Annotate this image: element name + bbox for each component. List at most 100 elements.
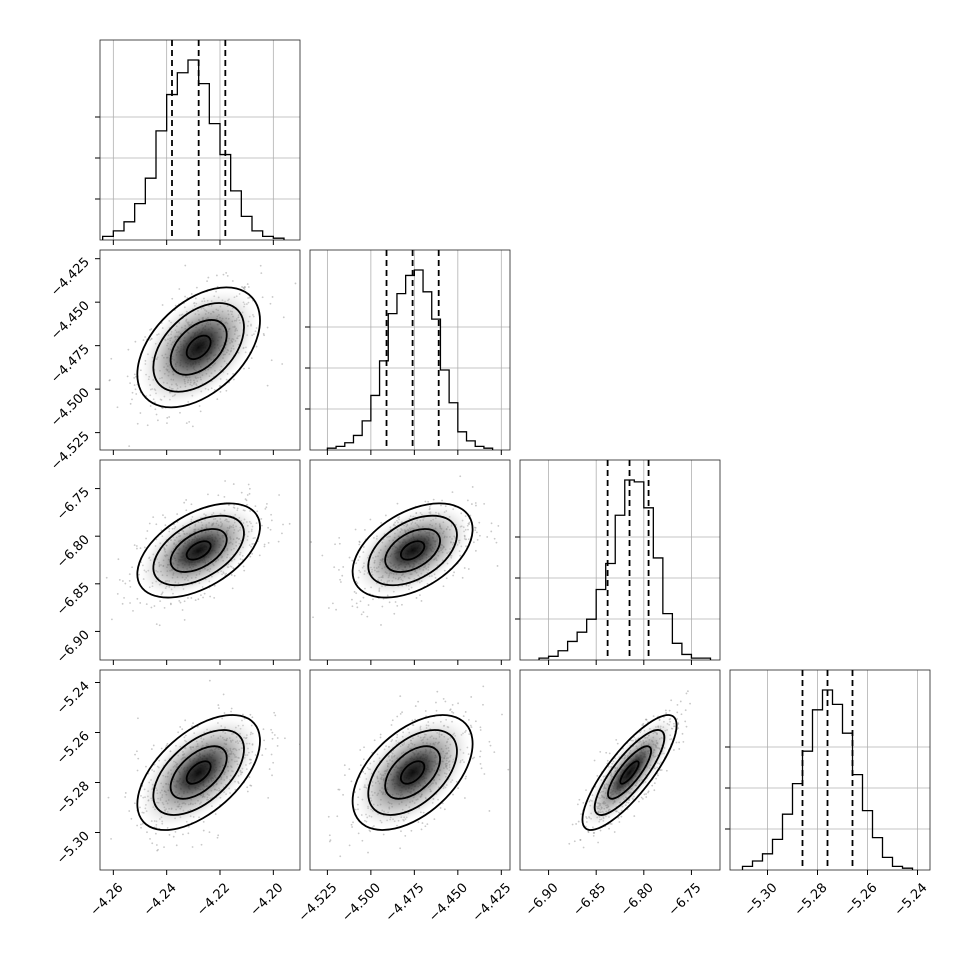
sample-point: [208, 679, 211, 682]
sample-point: [188, 420, 191, 423]
sample-point: [266, 326, 269, 329]
y-tick-label: −4.425: [48, 255, 93, 300]
sample-point: [471, 486, 474, 488]
sample-point: [599, 829, 602, 832]
sample-point: [578, 798, 581, 801]
sample-point: [248, 487, 251, 490]
sample-point: [482, 685, 485, 688]
hist-frame: [309, 249, 511, 451]
sample-point: [338, 542, 341, 545]
density-fill: [137, 715, 261, 831]
sample-point: [355, 602, 358, 605]
sample-point: [146, 831, 148, 834]
sample-point: [267, 541, 270, 544]
sample-point: [225, 389, 228, 392]
sample-point: [642, 722, 645, 725]
sample-point: [107, 796, 110, 799]
sample-point: [248, 776, 251, 778]
sample-point: [277, 540, 280, 543]
sample-point: [470, 696, 473, 698]
sample-point: [281, 363, 284, 365]
x-tick-label: −4.500: [339, 880, 384, 925]
sample-point: [467, 718, 470, 721]
x-tick-label: −4.450: [426, 880, 471, 925]
sample-point: [145, 603, 148, 606]
sample-point: [682, 740, 685, 743]
sample-point: [343, 764, 346, 767]
sample-point: [246, 283, 249, 285]
sample-point: [140, 823, 142, 826]
sample-point: [613, 831, 616, 833]
sample-point: [110, 837, 112, 840]
sample-point: [128, 573, 131, 576]
sample-point: [464, 777, 467, 780]
sample-point: [469, 724, 472, 727]
sample-point: [174, 831, 177, 833]
sample-point: [338, 536, 341, 539]
contour-level-1: [351, 502, 474, 599]
sample-point: [399, 712, 402, 715]
sample-point: [645, 718, 648, 721]
sample-point: [362, 611, 365, 614]
sample-point: [213, 584, 216, 587]
sample-point: [685, 692, 688, 695]
sample-point: [452, 574, 455, 577]
sample-point: [124, 796, 127, 798]
sample-point: [653, 789, 656, 792]
sample-point: [158, 624, 161, 627]
sample-point: [134, 753, 136, 756]
sample-point: [655, 777, 658, 780]
hist-bars: [326, 269, 494, 450]
sample-point: [149, 405, 152, 407]
sample-point: [260, 518, 263, 520]
sample-point: [337, 788, 340, 791]
contour-level-2: [152, 729, 245, 816]
sample-point: [166, 742, 169, 745]
sample-point: [652, 715, 655, 718]
density-area: [105, 480, 291, 627]
sample-point: [380, 624, 382, 626]
sample-point: [191, 725, 193, 728]
sample-point: [245, 499, 248, 502]
sample-point: [126, 375, 129, 378]
sample-point: [281, 532, 283, 535]
sample-point: [247, 483, 250, 486]
sample-point: [355, 592, 358, 595]
contour-level-3: [384, 528, 441, 573]
sample-point: [127, 348, 130, 351]
sample-point: [216, 836, 219, 839]
sample-point: [251, 552, 254, 555]
sample-point: [401, 711, 403, 714]
sample-point: [150, 748, 153, 750]
sample-point: [393, 612, 396, 615]
sample-point: [116, 592, 119, 595]
sample-point: [359, 764, 362, 767]
sample-point: [140, 826, 142, 829]
sample-point: [217, 834, 220, 837]
y-tick-label: −5.24: [54, 679, 93, 718]
sample-point: [208, 831, 211, 834]
sample-point: [105, 576, 108, 579]
sample-point: [185, 499, 188, 501]
sample-point: [685, 725, 688, 728]
sample-point: [348, 844, 351, 847]
sample-point: [241, 286, 243, 288]
sample-point: [443, 808, 446, 811]
sample-point: [372, 598, 374, 601]
sample-point: [441, 499, 443, 502]
sample-point: [356, 606, 359, 609]
sample-point: [321, 554, 324, 557]
sample-point: [261, 754, 264, 757]
sample-point: [493, 537, 496, 540]
sample-point: [163, 846, 165, 849]
x-tick-label: −5.30: [742, 880, 781, 919]
sample-point: [203, 592, 206, 595]
sample-point: [207, 493, 209, 496]
y-tick-label: −4.500: [48, 385, 93, 430]
sample-point: [366, 615, 369, 618]
sample-point: [689, 702, 691, 705]
sample-point: [328, 840, 331, 843]
sample-point: [174, 304, 177, 307]
y-tick-label: −6.80: [54, 532, 93, 571]
contour-level-2: [152, 302, 245, 393]
